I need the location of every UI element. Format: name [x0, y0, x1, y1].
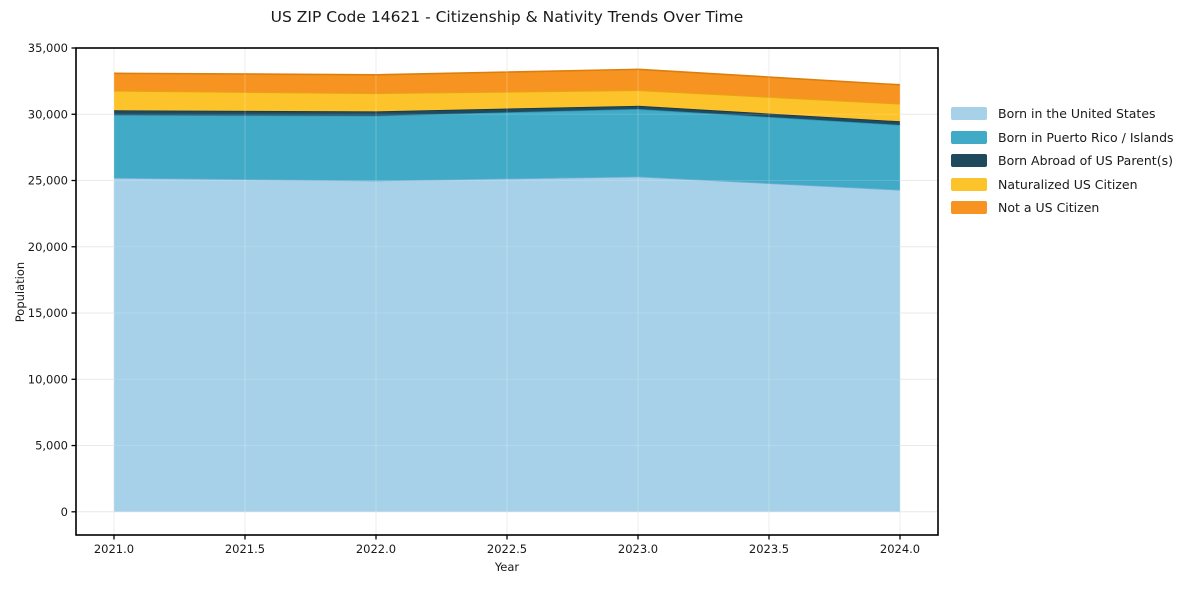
legend-label: Not a US Citizen	[998, 200, 1100, 216]
legend-item: Born in Puerto Rico / Islands	[951, 126, 1174, 150]
legend-item: Born in the United States	[951, 102, 1174, 126]
area-born-abroad-of-us-parent-s	[113, 105, 901, 125]
y-tick-label: 25,000	[28, 174, 68, 188]
area-not-a-us-citizen	[113, 69, 901, 104]
y-tick-label: 5,000	[35, 439, 68, 453]
legend-item: Born Abroad of US Parent(s)	[951, 149, 1174, 173]
legend-item: Naturalized US Citizen	[951, 173, 1174, 197]
x-axis-label: Year	[494, 560, 520, 574]
legend-swatch	[951, 154, 987, 168]
legend-swatch	[951, 177, 987, 191]
x-tick-label: 2021.5	[225, 542, 265, 556]
x-tick-label: 2022.0	[356, 542, 396, 556]
legend-swatch	[951, 201, 987, 215]
legend-swatch	[951, 130, 987, 144]
y-tick-label: 15,000	[28, 306, 68, 320]
legend-label: Born in Puerto Rico / Islands	[998, 129, 1174, 145]
y-tick-label: 10,000	[28, 372, 68, 386]
x-tick-label: 2024.0	[880, 542, 920, 556]
x-tick-label: 2022.5	[487, 542, 527, 556]
x-tick-label: 2023.5	[749, 542, 789, 556]
y-tick-label: 0	[61, 505, 68, 519]
y-tick-label: 20,000	[28, 240, 68, 254]
y-tick-label: 35,000	[28, 41, 68, 55]
legend-label: Born in the United States	[998, 106, 1156, 122]
area-naturalized-us-citizen	[113, 90, 901, 122]
area-edge-not-a-us-citizen	[113, 68, 901, 86]
area-born-in-puerto-rico-islands	[113, 108, 901, 190]
legend-label: Born Abroad of US Parent(s)	[998, 153, 1173, 169]
area-born-in-the-united-states	[113, 176, 901, 512]
legend: Born in the United States Born in Puerto…	[951, 102, 1174, 220]
legend-label: Naturalized US Citizen	[998, 176, 1138, 192]
legend-item: Not a US Citizen	[951, 196, 1174, 220]
y-tick-label: 30,000	[28, 107, 68, 121]
legend-swatch	[951, 107, 987, 121]
x-tick-label: 2023.0	[618, 542, 658, 556]
chart-title: US ZIP Code 14621 - Citizenship & Nativi…	[270, 8, 744, 26]
x-tick-label: 2021.0	[94, 542, 134, 556]
